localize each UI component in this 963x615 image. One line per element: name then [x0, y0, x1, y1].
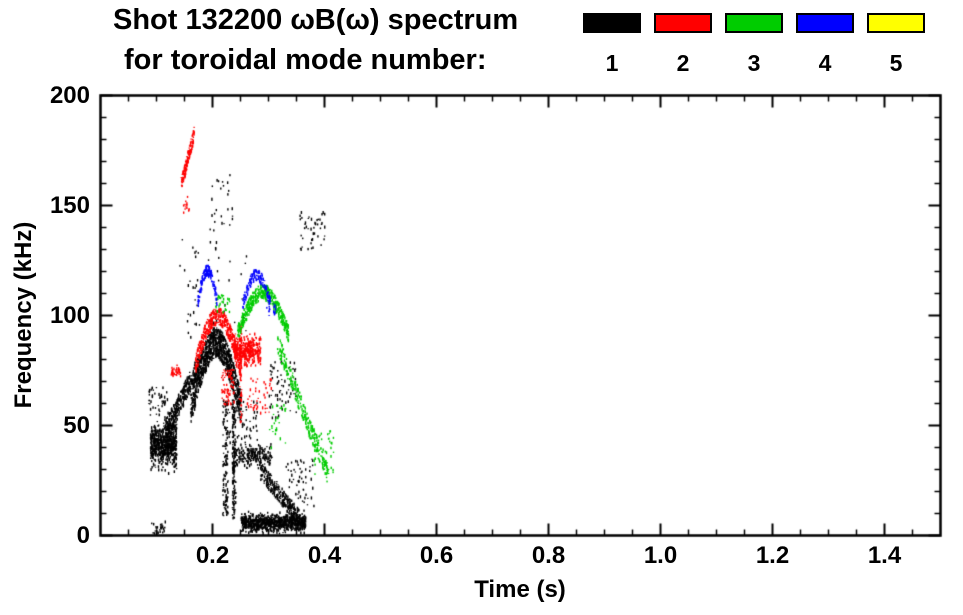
x-tick-label: 1.0 — [643, 542, 678, 569]
x-tick-label: 0.2 — [195, 542, 230, 569]
y-tick-label: 0 — [76, 521, 90, 549]
x-tick-label: 0.4 — [307, 542, 342, 569]
y-tick-label: 200 — [49, 81, 90, 109]
x-tick-label: 1.4 — [867, 542, 902, 569]
x-axis-label: Time (s) — [474, 576, 566, 603]
legend-swatch-mode-4 — [796, 13, 854, 33]
y-tick-label: 100 — [49, 301, 90, 329]
legend-number-4: 4 — [818, 50, 832, 76]
y-tick-label: 150 — [49, 191, 90, 219]
y-tick-label: 50 — [63, 411, 90, 439]
x-tick-label: 1.2 — [755, 542, 790, 569]
x-tick-label: 0.6 — [419, 542, 454, 569]
legend-number-5: 5 — [889, 50, 903, 76]
legend-swatch-mode-5 — [867, 13, 925, 33]
legend-numbers: 1 2 3 4 5 — [583, 50, 925, 77]
legend-number-3: 3 — [747, 50, 761, 76]
legend-swatches — [583, 13, 925, 33]
chart-title-line1: Shot 132200 ωB(ω) spectrum — [113, 4, 519, 36]
legend-number-2: 2 — [676, 50, 690, 76]
legend-number-1: 1 — [605, 50, 619, 76]
legend-swatch-mode-1 — [583, 13, 641, 33]
legend-swatch-mode-2 — [654, 13, 712, 33]
chart-title-line2: for toroidal mode number: — [124, 44, 487, 76]
x-tick-label: 0.8 — [531, 542, 566, 569]
legend-swatch-mode-3 — [725, 13, 783, 33]
